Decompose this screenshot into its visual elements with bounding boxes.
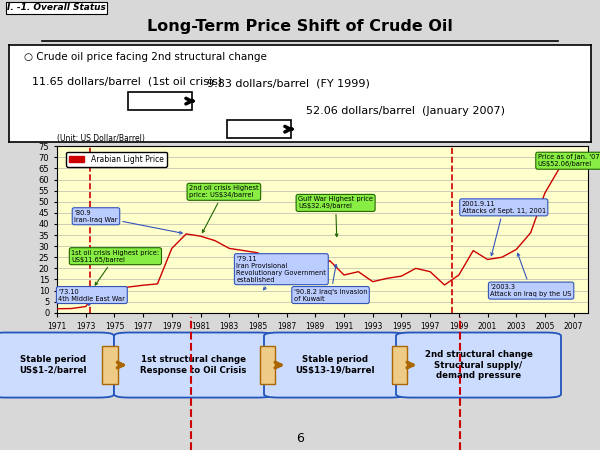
FancyBboxPatch shape: [114, 333, 273, 397]
Text: Price as of Jan. '07:
US$52.06/barrel: Price as of Jan. '07: US$52.06/barrel: [538, 154, 600, 167]
FancyBboxPatch shape: [102, 346, 118, 384]
Text: 52.06 dollars/barrel  (January 2007): 52.06 dollars/barrel (January 2007): [306, 106, 505, 116]
FancyBboxPatch shape: [260, 346, 275, 384]
Text: '80.9
Iran-Iraq War: '80.9 Iran-Iraq War: [74, 210, 182, 234]
Text: 2001.9.11
Attacks of Sept. 11, 2001: 2001.9.11 Attacks of Sept. 11, 2001: [462, 201, 546, 256]
Text: 1st structural change
Response to Oil Crisis: 1st structural change Response to Oil Cr…: [140, 356, 247, 375]
Text: 2nd oil crisis Highest
price: US$34/barrel: 2nd oil crisis Highest price: US$34/barr…: [189, 185, 259, 233]
Legend: Arabian Light Price: Arabian Light Price: [66, 152, 167, 167]
FancyBboxPatch shape: [227, 120, 291, 138]
Text: 6: 6: [296, 432, 304, 445]
FancyBboxPatch shape: [392, 346, 407, 384]
Text: Stable period
US$1-2/barrel: Stable period US$1-2/barrel: [19, 356, 86, 375]
Text: ○ Crude oil price facing 2nd structural change: ○ Crude oil price facing 2nd structural …: [23, 52, 266, 62]
Text: Long-Term Price Shift of Crude Oil: Long-Term Price Shift of Crude Oil: [147, 19, 453, 34]
FancyBboxPatch shape: [264, 333, 405, 397]
Text: (Unit: US Dollar/Barrel): (Unit: US Dollar/Barrel): [57, 134, 145, 143]
Text: 9.83 dollars/barrel  (FY 1999): 9.83 dollars/barrel (FY 1999): [207, 79, 370, 89]
Text: 2nd structural change
Structural supply/
demand pressure: 2nd structural change Structural supply/…: [425, 350, 532, 380]
Text: '79.11
Iran Provisional
Revolutionary Government
established: '79.11 Iran Provisional Revolutionary Go…: [236, 256, 326, 290]
Text: '2003.3
Attack on Iraq by the US: '2003.3 Attack on Iraq by the US: [490, 253, 572, 297]
Text: I. -1. Overall Status: I. -1. Overall Status: [7, 4, 106, 13]
FancyBboxPatch shape: [128, 92, 193, 110]
Text: '90.8.2 Iraq's Invasion
of Kuwait: '90.8.2 Iraq's Invasion of Kuwait: [294, 265, 367, 302]
Text: '73.10
4th Middle East War: '73.10 4th Middle East War: [58, 288, 125, 306]
Text: 1st oil crisis Highest price:
US$11.65/barrel: 1st oil crisis Highest price: US$11.65/b…: [71, 250, 160, 285]
FancyBboxPatch shape: [0, 333, 114, 397]
Text: Gulf War Highest price
US$32.49/barrel: Gulf War Highest price US$32.49/barrel: [298, 196, 373, 237]
Text: 11.65 dollars/barrel  (1st oil crisis): 11.65 dollars/barrel (1st oil crisis): [32, 77, 223, 87]
FancyBboxPatch shape: [396, 333, 561, 397]
Text: Stable period
US$13-19/barrel: Stable period US$13-19/barrel: [295, 356, 374, 375]
